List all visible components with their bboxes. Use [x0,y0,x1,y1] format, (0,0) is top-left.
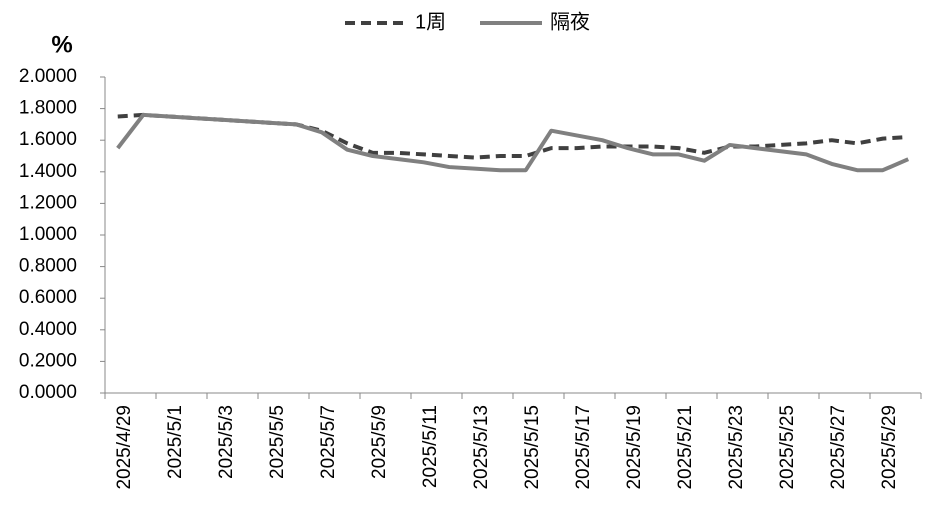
y-tick-label: 1.6000 [19,129,77,150]
y-tick-label: 0.8000 [19,256,77,277]
y-tick-label: 1.8000 [19,98,77,119]
x-tick-label: 2025/5/9 [369,405,390,479]
x-tick-label: 2025/5/15 [522,405,543,490]
x-tick-label: 2025/5/3 [216,405,237,479]
y-tick-label: 1.0000 [19,224,77,245]
series-line [116,112,910,173]
x-tick-label: 2025/5/25 [777,405,798,490]
x-tick-label: 2025/5/5 [267,405,288,479]
x-tick-label: 2025/5/21 [675,405,696,490]
y-tick-label: 2.0000 [19,66,77,87]
y-tick-label: 0.0000 [19,382,77,403]
x-tick-label: 2025/5/11 [420,405,441,488]
y-tick-label: 0.2000 [19,350,77,371]
y-axis-label: % [51,31,72,58]
x-tick-label: 2025/5/17 [573,405,594,490]
x-tick-label: 2025/5/1 [165,405,186,479]
x-tick-label: 2025/5/23 [726,405,747,490]
y-tick-label: 0.6000 [19,287,77,308]
x-tick-label: 2025/5/27 [828,405,849,490]
y-tick-label: 1.2000 [19,192,77,213]
x-tick-label: 2025/5/29 [879,405,900,490]
x-tick-label: 2025/5/7 [318,405,339,479]
legend-label: 1周 [415,11,446,33]
legend-label: 隔夜 [550,10,590,33]
x-tick-label: 2025/5/13 [471,405,492,490]
x-tick-label: 2025/4/29 [114,405,135,490]
y-tick-label: 1.4000 [19,161,77,182]
x-tick-label: 2025/5/19 [624,405,645,490]
y-tick-label: 0.4000 [19,319,77,340]
